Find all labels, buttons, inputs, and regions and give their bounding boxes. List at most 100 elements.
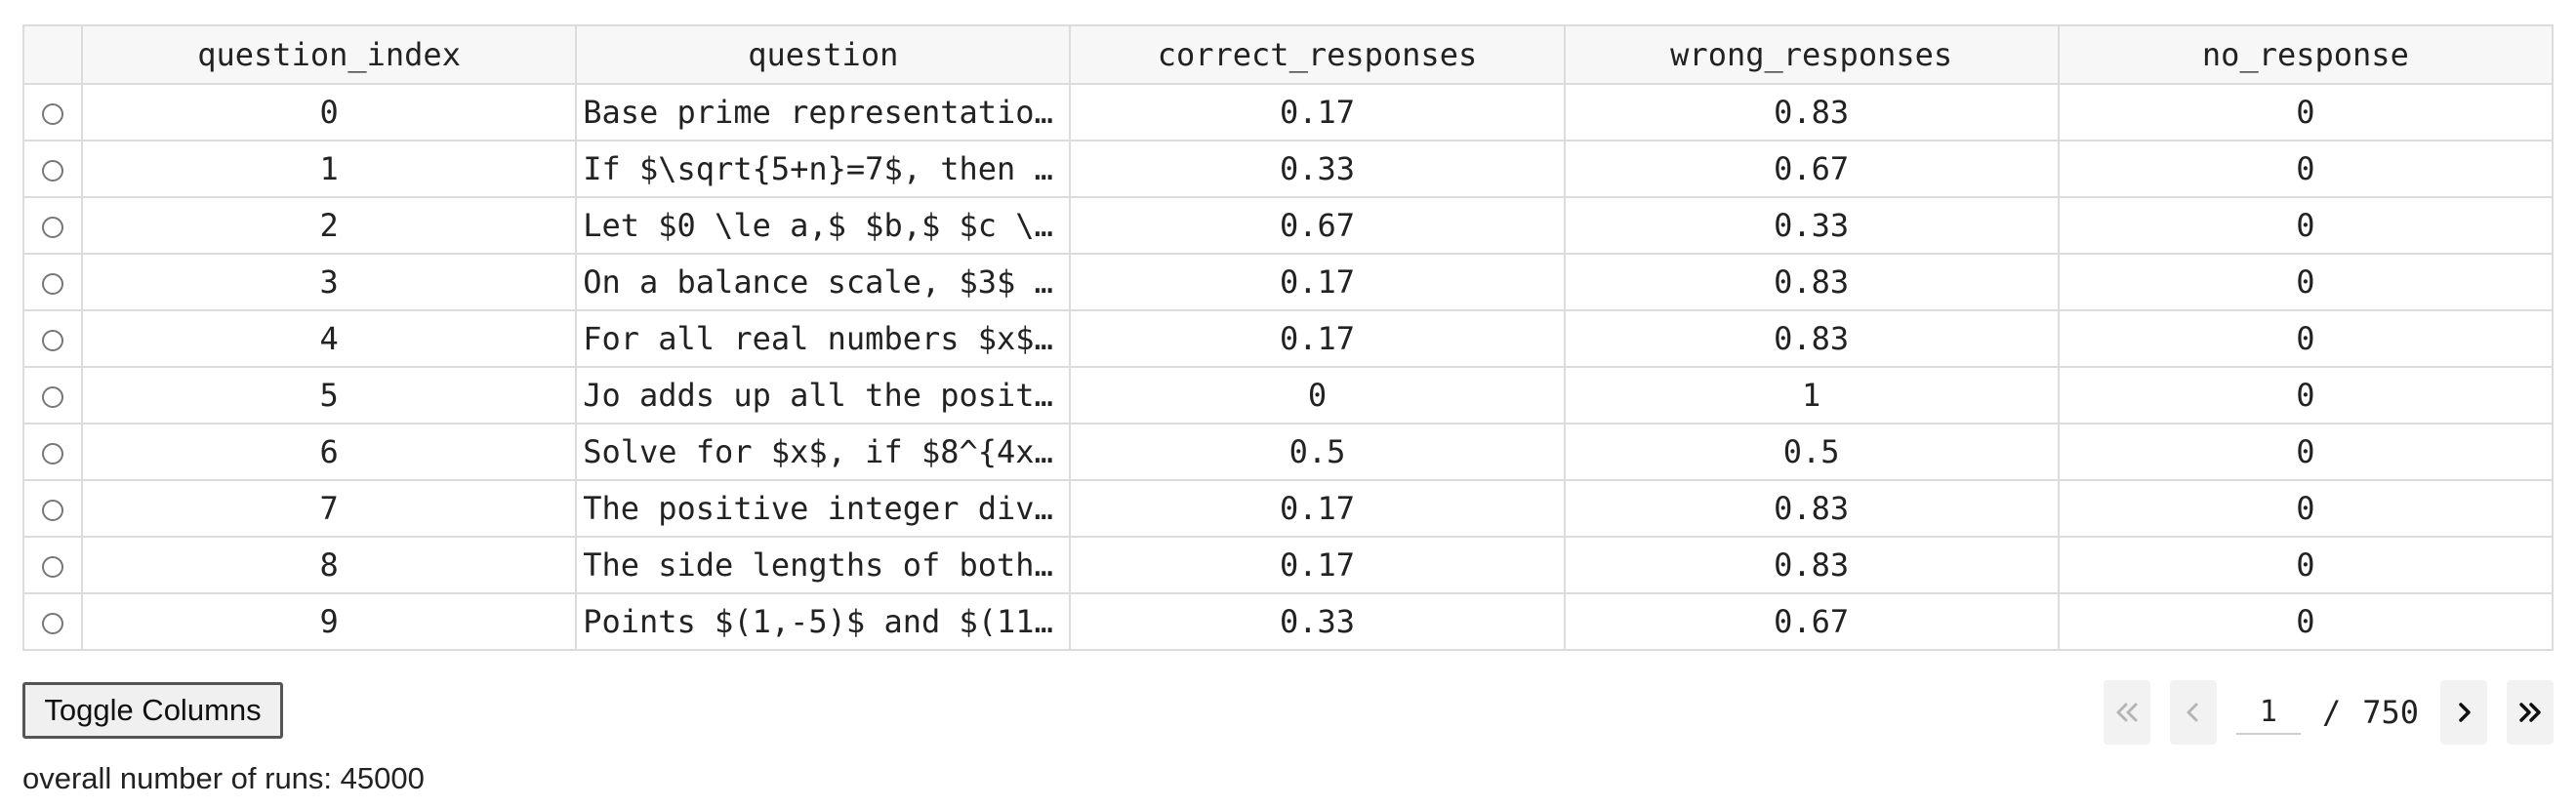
cell-question: The positive integer div… (575, 479, 1072, 538)
chevron-left-icon (2187, 703, 2198, 722)
row-select-radio[interactable] (42, 386, 63, 408)
previous-page-button[interactable] (2169, 680, 2217, 745)
cell-no-response: 0 (2057, 253, 2555, 311)
row-select-cell (22, 479, 83, 538)
results-table-container: question_index question correct_response… (22, 24, 2555, 651)
cell-question-index: 7 (80, 479, 578, 538)
cell-wrong-responses: 0.83 (1563, 309, 2060, 368)
cell-question-index: 1 (80, 140, 578, 198)
cell-correct-responses: 0.33 (1069, 140, 1566, 198)
row-select-cell (22, 536, 83, 594)
toggle-columns-button[interactable]: Toggle Columns (22, 682, 283, 739)
column-header-correct-responses[interactable]: correct_responses (1069, 24, 1566, 85)
table-row[interactable]: 3 On a balance scale, $3$ … 0.17 0.83 0 (22, 253, 2555, 311)
column-header-question[interactable]: question (575, 24, 1072, 85)
cell-no-response: 0 (2057, 479, 2555, 538)
cell-no-response: 0 (2057, 366, 2555, 424)
cell-question: For all real numbers $x$… (575, 309, 1072, 368)
row-select-cell (22, 83, 83, 141)
cell-no-response: 0 (2057, 140, 2555, 198)
row-select-radio[interactable] (42, 103, 63, 125)
cell-correct-responses: 0.17 (1069, 479, 1566, 538)
cell-question: On a balance scale, $3$ … (575, 253, 1072, 311)
row-select-cell (22, 253, 83, 311)
cell-correct-responses: 0.17 (1069, 253, 1566, 311)
table-row[interactable]: 2 Let $0 \le a,$ $b,$ $c \… 0.67 0.33 0 (22, 196, 2555, 255)
row-select-cell (22, 366, 83, 424)
cell-question-index: 6 (80, 423, 578, 481)
select-column-header (22, 24, 83, 85)
cell-question-index: 2 (80, 196, 578, 255)
double-chevron-right-icon (2519, 703, 2541, 722)
cell-question: If $\sqrt{5+n}=7$, then … (575, 140, 1072, 198)
cell-wrong-responses: 0.83 (1563, 83, 2060, 141)
first-page-button[interactable] (2103, 680, 2150, 745)
cell-correct-responses: 0.17 (1069, 536, 1566, 594)
cell-wrong-responses: 0.83 (1563, 536, 2060, 594)
cell-correct-responses: 0.67 (1069, 196, 1566, 255)
cell-question-index: 4 (80, 309, 578, 368)
column-header-no-response[interactable]: no_response (2057, 24, 2555, 85)
table-row[interactable]: 5 Jo adds up all the posit… 0 1 0 (22, 366, 2555, 424)
last-page-button[interactable] (2507, 680, 2554, 745)
cell-wrong-responses: 0.5 (1563, 423, 2060, 481)
table-header-row: question_index question correct_response… (22, 24, 2555, 85)
cell-question-index: 3 (80, 253, 578, 311)
total-pages: 750 (2362, 694, 2419, 731)
cell-correct-responses: 0.5 (1069, 423, 1566, 481)
table-row[interactable]: 6 Solve for $x$, if $8^{4x… 0.5 0.5 0 (22, 423, 2555, 481)
cell-correct-responses: 0.33 (1069, 592, 1566, 651)
row-select-radio[interactable] (42, 273, 63, 295)
cell-correct-responses: 0.17 (1069, 309, 1566, 368)
table-row[interactable]: 7 The positive integer div… 0.17 0.83 0 (22, 479, 2555, 538)
row-select-radio[interactable] (42, 443, 63, 465)
cell-question-index: 0 (80, 83, 578, 141)
cell-question-index: 9 (80, 592, 578, 651)
table-row[interactable]: 9 Points $(1,-5)$ and $(11… 0.33 0.67 0 (22, 592, 2555, 651)
cell-no-response: 0 (2057, 196, 2555, 255)
pagination: / 750 (2103, 680, 2554, 745)
cell-correct-responses: 0 (1069, 366, 1566, 424)
cell-no-response: 0 (2057, 309, 2555, 368)
cell-question-index: 5 (80, 366, 578, 424)
page-separator: / (2321, 694, 2342, 731)
cell-wrong-responses: 1 (1563, 366, 2060, 424)
row-select-cell (22, 592, 83, 651)
cell-question: Let $0 \le a,$ $b,$ $c \… (575, 196, 1072, 255)
cell-no-response: 0 (2057, 83, 2555, 141)
row-select-cell (22, 140, 83, 198)
cell-question: Jo adds up all the posit… (575, 366, 1072, 424)
cell-wrong-responses: 0.83 (1563, 253, 2060, 311)
row-select-cell (22, 309, 83, 368)
column-header-wrong-responses[interactable]: wrong_responses (1563, 24, 2060, 85)
page-number-input[interactable] (2235, 690, 2301, 735)
row-select-cell (22, 196, 83, 255)
cell-question: Points $(1,-5)$ and $(11… (575, 592, 1072, 651)
row-select-radio[interactable] (42, 613, 63, 634)
double-chevron-left-icon (2116, 703, 2138, 722)
cell-wrong-responses: 0.67 (1563, 592, 2060, 651)
table-row[interactable]: 0 Base prime representatio… 0.17 0.83 0 (22, 83, 2555, 141)
cell-correct-responses: 0.17 (1069, 83, 1566, 141)
row-select-radio[interactable] (42, 556, 63, 578)
next-page-button[interactable] (2440, 680, 2487, 745)
row-select-radio[interactable] (42, 160, 63, 182)
cell-question: Solve for $x$, if $8^{4x… (575, 423, 1072, 481)
chevron-right-icon (2459, 703, 2471, 722)
row-select-radio[interactable] (42, 330, 63, 351)
cell-question: Base prime representatio… (575, 83, 1072, 141)
cell-no-response: 0 (2057, 423, 2555, 481)
row-select-radio[interactable] (42, 500, 63, 521)
column-header-question-index[interactable]: question_index (80, 24, 578, 85)
table-row[interactable]: 1 If $\sqrt{5+n}=7$, then … 0.33 0.67 0 (22, 140, 2555, 198)
table-row[interactable]: 8 The side lengths of both… 0.17 0.83 0 (22, 536, 2555, 594)
cell-wrong-responses: 0.83 (1563, 479, 2060, 538)
row-select-radio[interactable] (42, 217, 63, 238)
cell-wrong-responses: 0.33 (1563, 196, 2060, 255)
cell-question: The side lengths of both… (575, 536, 1072, 594)
cell-wrong-responses: 0.67 (1563, 140, 2060, 198)
table-row[interactable]: 4 For all real numbers $x$… 0.17 0.83 0 (22, 309, 2555, 368)
cell-no-response: 0 (2057, 592, 2555, 651)
cell-question-index: 8 (80, 536, 578, 594)
results-table: question_index question correct_response… (22, 24, 2555, 651)
